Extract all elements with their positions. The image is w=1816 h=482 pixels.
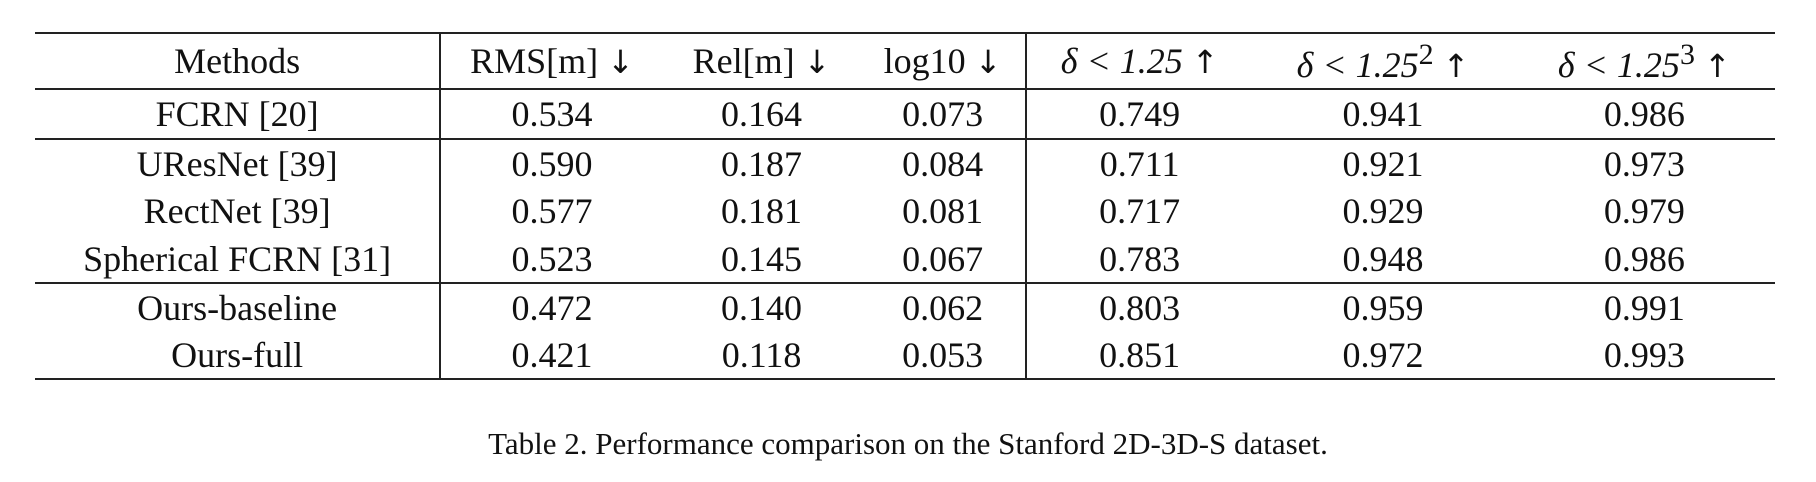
down-arrow-icon: ↓ (974, 43, 1002, 81)
cell-method: FCRN [20] (35, 89, 442, 139)
cell-rms: 0.577 (511, 191, 593, 231)
cell-rms: 0.523 (511, 238, 593, 279)
cell-rel: 0.145 (721, 238, 803, 279)
cell-log10: 0.084 (860, 138, 1027, 187)
cell-delta-2: 0.959 (1252, 282, 1514, 331)
cell-rms: 0.472 (440, 282, 663, 331)
cell-method: RectNet [39] (35, 187, 442, 235)
up-arrow-icon: ↑ (1191, 43, 1219, 81)
cell-delta-3: 0.973 (1513, 138, 1775, 187)
results-table-container: Methods RMS[m] ↓ Rel[m] ↓ log10 ↓ δ < 1.… (35, 32, 1775, 380)
down-arrow-icon: ↓ (803, 43, 831, 81)
cell-delta-2: 0.948 (1342, 238, 1424, 279)
exponent: 3 (1679, 37, 1695, 71)
cell-delta-3: 0.993 (1513, 331, 1775, 380)
table-row: Ours-baseline 0.472 0.140 0.062 0.803 0.… (35, 282, 1775, 331)
header-delta-2: δ < 1.252 ↑ (1252, 32, 1514, 90)
cell-rel: 0.164 (721, 94, 803, 134)
cell-method: Ours-full (35, 331, 442, 380)
header-delta-1: δ < 1.25 ↑ (1025, 32, 1253, 90)
header-rms: RMS[m] ↓ (440, 32, 663, 90)
cell-delta-1: 0.749 (1099, 94, 1181, 134)
cell-delta-3: 0.991 (1513, 282, 1775, 331)
cell-delta-1: 0.717 (1099, 191, 1181, 231)
cell-delta-3: 0.979 (1603, 191, 1685, 231)
cell-delta-2: 0.972 (1252, 331, 1514, 380)
table-row: RectNet [39] 0.577 0.181 0.081 0.717 0.9… (35, 187, 1775, 235)
up-arrow-icon: ↑ (1442, 46, 1470, 85)
cell-rms: 0.534 (511, 94, 593, 134)
header-row: Methods RMS[m] ↓ Rel[m] ↓ log10 ↓ δ < 1.… (35, 32, 1775, 90)
cell-delta-1: 0.851 (1025, 331, 1253, 380)
cell-log10: 0.073 (860, 89, 1027, 139)
cell-delta-1: 0.803 (1025, 282, 1253, 331)
exponent: 2 (1418, 37, 1434, 71)
cell-method: Ours-baseline (35, 282, 442, 331)
table-row: Spherical FCRN [31] 0.523 0.145 0.067 0.… (35, 235, 1775, 283)
cell-delta-1: 0.783 (1099, 238, 1181, 279)
cell-rms: 0.421 (440, 331, 663, 380)
cell-delta-3: 0.986 (1603, 238, 1685, 279)
cell-log10: 0.067 (860, 235, 1027, 283)
cell-rel: 0.187 (662, 138, 861, 187)
header-rel: Rel[m] ↓ (662, 32, 861, 90)
header-delta-3: δ < 1.253 ↑ (1513, 32, 1775, 90)
cell-method: UResNet [39] (35, 138, 442, 187)
results-table: Methods RMS[m] ↓ Rel[m] ↓ log10 ↓ δ < 1.… (35, 32, 1775, 380)
cell-rel: 0.181 (721, 191, 803, 231)
table-header: Methods RMS[m] ↓ Rel[m] ↓ log10 ↓ δ < 1.… (35, 32, 1775, 90)
table-row: FCRN [20] 0.534 0.164 0.073 0.749 0.941 … (35, 89, 1775, 139)
table-row: Ours-full 0.421 0.118 0.053 0.851 0.972 … (35, 331, 1775, 380)
table-body: FCRN [20] 0.534 0.164 0.073 0.749 0.941 … (35, 89, 1775, 380)
table-row: UResNet [39] 0.590 0.187 0.084 0.711 0.9… (35, 138, 1775, 187)
cell-delta-3: 0.986 (1603, 94, 1685, 134)
cell-delta-2: 0.941 (1342, 94, 1424, 134)
cell-rel: 0.118 (662, 331, 861, 380)
cell-log10: 0.062 (860, 282, 1027, 331)
cell-delta-1: 0.711 (1025, 138, 1253, 187)
cell-delta-2: 0.921 (1252, 138, 1514, 187)
cell-log10: 0.053 (860, 331, 1027, 380)
header-methods: Methods (35, 32, 442, 90)
cell-rel: 0.140 (662, 282, 861, 331)
cell-log10: 0.081 (860, 187, 1027, 235)
down-arrow-icon: ↓ (607, 43, 634, 81)
cell-rms: 0.590 (440, 138, 663, 187)
header-log10: log10 ↓ (860, 32, 1027, 90)
up-arrow-icon: ↑ (1703, 46, 1731, 85)
table-caption: Table 2. Performance comparison on the S… (488, 426, 1328, 461)
cell-method: Spherical FCRN [31] (35, 235, 442, 283)
cell-delta-2: 0.929 (1342, 191, 1424, 231)
